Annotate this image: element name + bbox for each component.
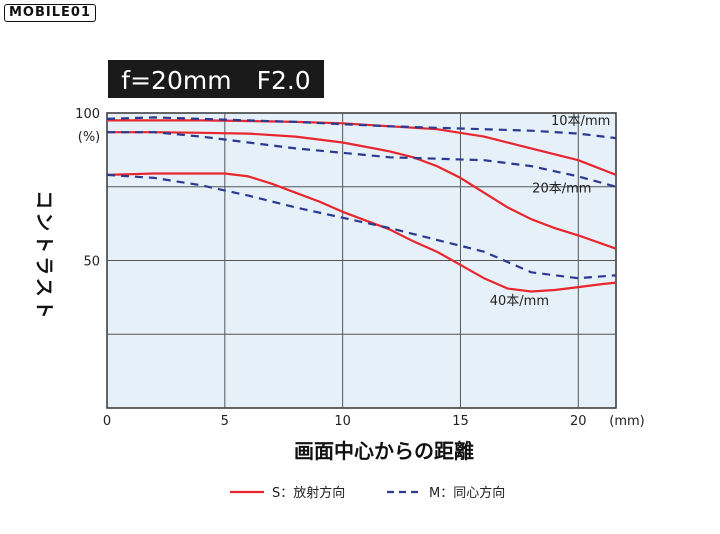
y-tick-label-1: 100 <box>75 107 100 122</box>
x-unit-label: (mm) <box>609 414 644 429</box>
chart-title: f=20mm F2.0 <box>121 66 310 95</box>
y-tick-label-0: 50 <box>83 255 100 270</box>
logo-text: MOBILE01 <box>4 4 96 22</box>
mobile01-logo: MOBILE01 <box>4 3 96 23</box>
series-meridional-5 <box>106 173 617 280</box>
x-tick-label-2: 10 <box>334 414 351 429</box>
series-meridional-3 <box>106 116 617 140</box>
series-meridional-4 <box>107 131 617 188</box>
annotation-2: 40本/mm <box>490 294 549 309</box>
grid-lines <box>107 113 616 408</box>
tick-labels: 0 5 10 15 20 50 100 <box>75 107 586 429</box>
series-sagittal-1 <box>107 131 617 250</box>
title-box <box>108 60 324 98</box>
x-tick-label-1: 5 <box>221 414 229 429</box>
x-axis-label: 画面中心からの距離 <box>294 439 474 463</box>
x-tick-label-3: 15 <box>452 414 469 429</box>
x-tick-label-4: 20 <box>570 414 587 429</box>
x-tick-label-0: 0 <box>103 414 111 429</box>
y-unit-label: (%) <box>78 130 101 145</box>
legend-label-1: M：同心方向 <box>429 485 505 501</box>
legend: S：放射方向 M：同心方向 <box>230 485 505 501</box>
annotations: 10本/mm 20本/mm 40本/mm <box>490 114 611 309</box>
series-sagittal-2 <box>106 172 617 293</box>
y-axis-label: コントラスト <box>33 190 55 322</box>
legend-label-0: S：放射方向 <box>272 485 345 501</box>
annotation-1: 20本/mm <box>532 182 591 197</box>
series-lines <box>106 116 617 293</box>
annotation-0: 10本/mm <box>551 114 610 129</box>
